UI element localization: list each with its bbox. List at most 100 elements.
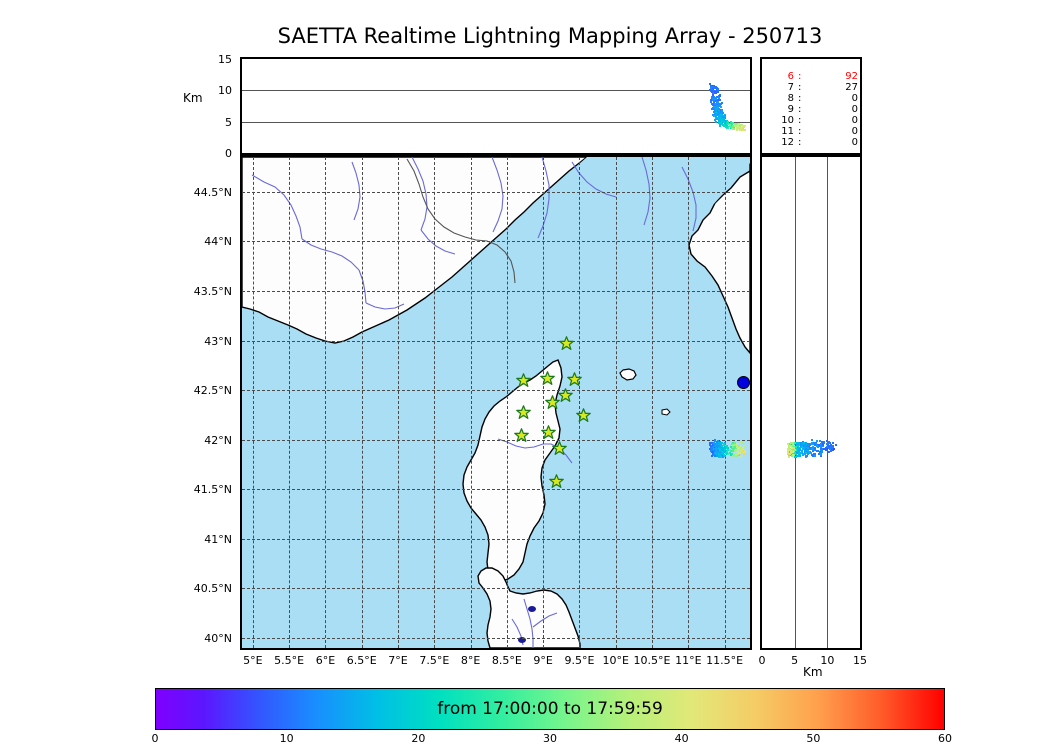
lightning-source-point: [810, 441, 813, 444]
lightning-source-point: [793, 454, 796, 457]
lightning-source-point: [716, 447, 719, 450]
lightning-source-point: [812, 446, 815, 449]
lightning-source-point: [814, 455, 817, 458]
station-count-value: 0: [851, 93, 858, 104]
lightning-source-point: [718, 94, 721, 97]
map-latitude-tick: 44.5°N: [193, 185, 232, 199]
lightning-source-point: [735, 443, 738, 446]
lightning-source-point: [829, 443, 832, 446]
lightning-source-point: [829, 442, 832, 445]
lightning-source-point: [786, 447, 789, 450]
lightning-source-point: [709, 444, 712, 447]
lightning-source-point: [716, 98, 719, 101]
station-star-icon: [558, 388, 573, 403]
lightning-source-point: [715, 115, 718, 118]
lightning-source-point: [823, 440, 826, 443]
lightning-source-point: [731, 125, 734, 128]
station-count-separator: :: [798, 71, 802, 82]
lightning-source-point: [823, 448, 826, 451]
lightning-source-point: [829, 447, 832, 450]
station-count-key: 10: [781, 115, 794, 126]
lightning-source-point: [818, 445, 821, 448]
lightning-source-point: [821, 445, 824, 448]
map-longitude-gridline: [289, 157, 291, 648]
lightning-source-point: [791, 454, 794, 457]
lightning-source-point: [714, 440, 717, 443]
lightning-source-point: [805, 448, 808, 451]
lightning-source-point: [739, 124, 742, 127]
lightning-source-point: [722, 111, 725, 114]
lightning-source-point: [718, 95, 721, 98]
lightning-source-point: [801, 454, 804, 457]
time-colorbar: from 17:00:00 to 17:59:59 0 10 20 30 40 50 60: [152, 688, 952, 745]
lightning-source-point: [818, 443, 821, 446]
lightning-source-point: [726, 122, 729, 125]
map-latitude-tick: 43°N: [204, 334, 232, 348]
lightning-source-point: [787, 454, 790, 457]
station-star-icon: [567, 372, 583, 387]
lightning-source-point: [728, 449, 731, 452]
station-star-icon: [576, 408, 591, 423]
lightning-source-point: [713, 101, 716, 104]
map-longitude-gridline: [470, 157, 472, 648]
station-count-value: 27: [845, 82, 858, 93]
map-latitude-gridline: [242, 390, 750, 392]
station-count-value: 0: [851, 104, 858, 115]
lightning-source-point: [732, 124, 734, 127]
lightning-source-point: [734, 453, 737, 456]
station-count-key: 8: [787, 93, 794, 104]
station-count-separator: :: [798, 93, 802, 104]
station-count-separator: :: [798, 115, 802, 126]
lightning-source-point: [711, 90, 714, 93]
station-star-icon: [541, 424, 557, 440]
map-panel: [240, 155, 752, 650]
lightning-source-point: [726, 121, 729, 124]
lightning-source-point: [787, 456, 790, 459]
lightning-source-point: [732, 445, 734, 448]
station-count-key: 7: [787, 82, 794, 93]
lightning-source-point: [711, 91, 714, 94]
lightning-source-point: [794, 442, 797, 445]
lightning-source-point: [725, 452, 728, 455]
lightning-source-point: [713, 89, 716, 92]
lightning-source-point: [802, 443, 805, 446]
lightning-source-point: [726, 453, 729, 456]
lightning-source-point: [811, 448, 814, 451]
lightning-source-point: [715, 447, 718, 450]
lightning-source-point: [827, 442, 830, 445]
lightning-source-point: [799, 442, 802, 445]
sea-mediterranean: [242, 157, 750, 648]
map-longitude-tick: 11.5°E: [706, 654, 744, 667]
lightning-source-point: [793, 452, 796, 454]
lightning-source-point: [718, 453, 721, 456]
lightning-source-point: [734, 124, 737, 127]
lightning-source-point: [718, 448, 721, 451]
lightning-source-point: [729, 453, 732, 456]
lightning-source-point: [713, 110, 716, 113]
lightning-source-point: [713, 99, 716, 102]
station-count-panel: 6: 92 7: 27 8: 0 9: 0 10: 0 11: 0 12: 0: [760, 57, 862, 155]
lightning-source-point: [719, 113, 722, 116]
lightning-source-point: [811, 439, 814, 442]
lightning-source-point: [718, 115, 721, 118]
lightning-source-point: [804, 451, 807, 454]
lightning-source-point: [793, 446, 796, 449]
lightning-source-point: [717, 117, 720, 120]
lightning-source-point: [723, 455, 726, 458]
lightning-source-point: [731, 448, 734, 451]
lightning-source-point: [727, 127, 730, 130]
lightning-source-point: [742, 129, 745, 132]
lightning-source-point: [725, 453, 728, 456]
lightning-source-point: [711, 85, 714, 88]
lightning-source-point: [798, 442, 801, 445]
lightning-source-point: [731, 453, 734, 456]
station-star-icon: [539, 371, 555, 386]
lightning-source-point: [799, 448, 802, 451]
right-panel-x-axis-label: Km: [803, 665, 823, 679]
lightning-source-point: [718, 118, 721, 121]
lightning-source-point: [806, 444, 809, 447]
lightning-source-point: [715, 96, 718, 99]
lightning-source-point: [792, 444, 795, 447]
station-star-icon: [545, 395, 560, 410]
colorbar-tick: 30: [543, 732, 557, 745]
